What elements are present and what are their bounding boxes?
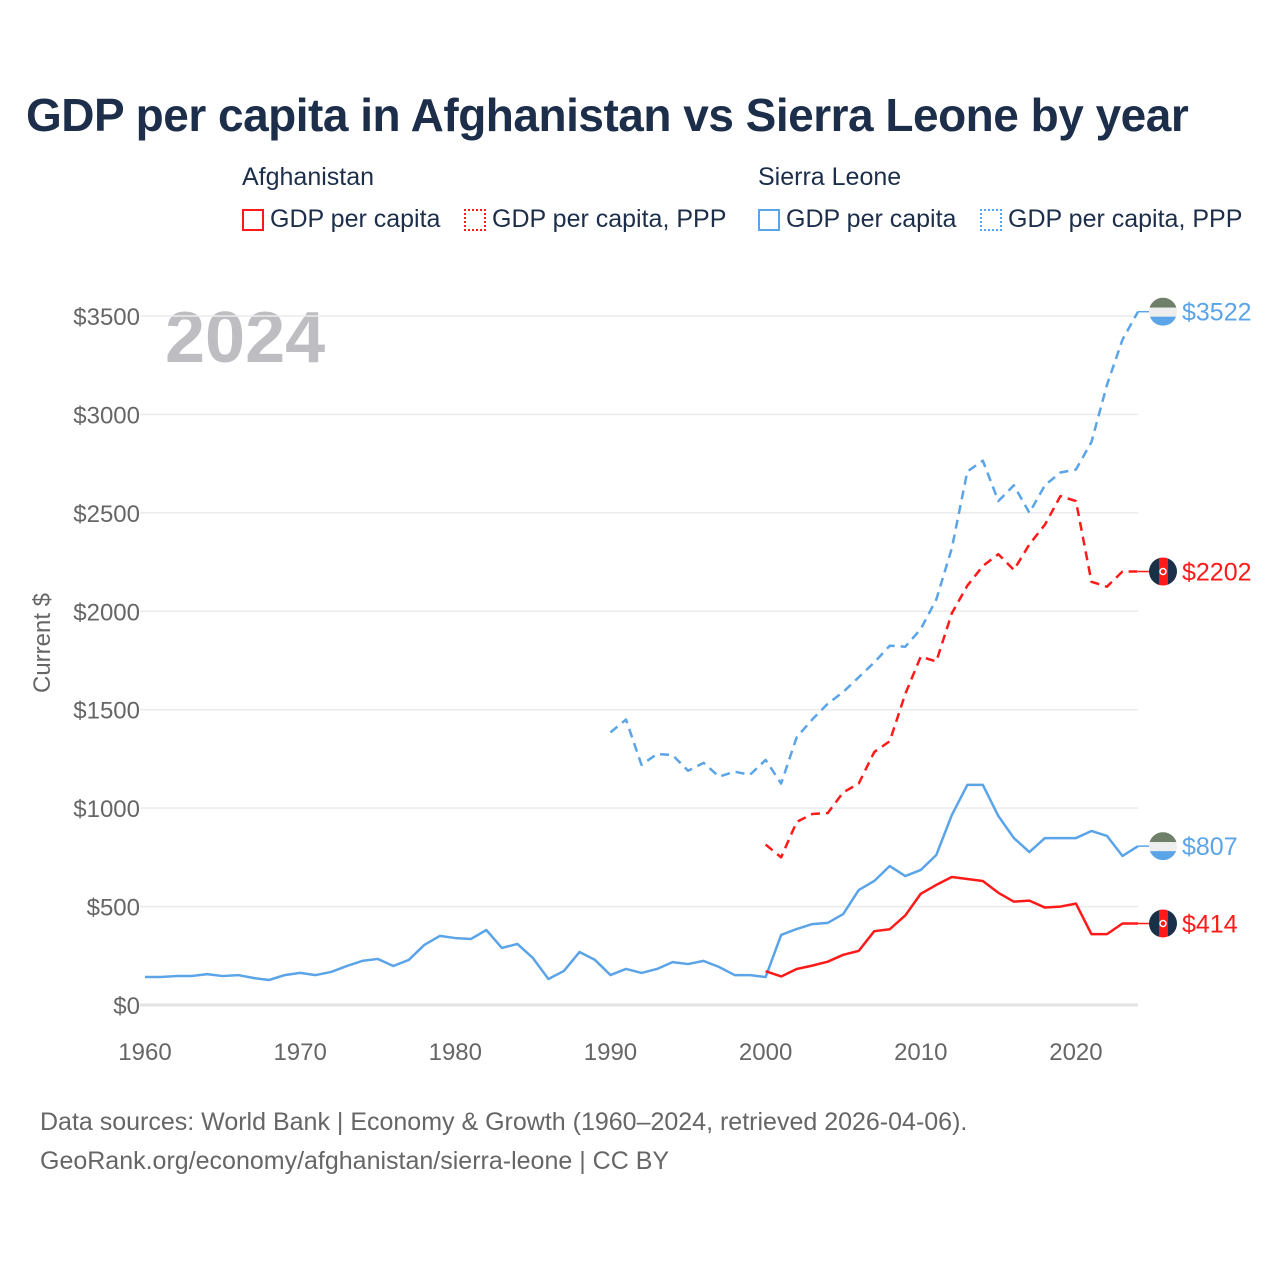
flag-stripe-red [1159, 909, 1168, 938]
y-tick-label: $1000 [73, 796, 140, 823]
y-tick-label: $500 [87, 895, 140, 922]
x-tick-label: 1970 [273, 1039, 326, 1066]
flag-emblem [1159, 567, 1167, 576]
flag-stripe-white [1149, 842, 1177, 852]
x-tick-label: 1960 [118, 1039, 171, 1066]
end-value-label: $414 [1182, 911, 1238, 939]
legend-label: GDP per capita, PPP [1008, 205, 1243, 233]
y-tick-label: $3000 [73, 402, 140, 429]
legend-label: GDP per capita, PPP [492, 205, 727, 233]
flag-stripe-dark [1168, 909, 1177, 938]
legend-swatch-icon [758, 208, 780, 231]
x-tick-label: 2010 [894, 1039, 947, 1066]
sierra-leone-flag-icon [1149, 832, 1177, 861]
series-line-afghanistan-gdp-per-capita-ppp [764, 494, 1138, 859]
afghanistan-flag-icon [1149, 909, 1177, 938]
flag-stripe-red [1159, 557, 1168, 586]
series-line-sierra-leone-gdp-per-capita-ppp [609, 311, 1140, 785]
flag-stripe-green [1149, 832, 1177, 843]
flag-stripe-dark [1149, 557, 1159, 586]
afghanistan-flag-icon [1149, 557, 1177, 586]
legend-swatch-icon [980, 208, 1002, 231]
legend-afghanistan-gdp[interactable]: GDP per capita [242, 205, 440, 234]
flag-stripe-green [1149, 297, 1177, 308]
legend-label: GDP per capita [786, 205, 957, 233]
series-line-afghanistan-gdp-per-capita [765, 875, 1138, 978]
footer-sources: Data sources: World Bank | Economy & Gro… [40, 1108, 968, 1136]
footer-link[interactable]: GeoRank.org/economy/afghanistan/sierra-l… [40, 1147, 670, 1175]
legend-sierra-leone-gdp-ppp[interactable]: GDP per capita, PPP [980, 205, 1242, 234]
end-value-label: $2202 [1182, 559, 1252, 587]
flag-stripe-white [1149, 307, 1177, 317]
end-value-label: $807 [1182, 833, 1238, 861]
y-tick-label: $3500 [73, 304, 140, 331]
year-watermark: 2024 [165, 298, 325, 378]
x-tick-label: 1980 [429, 1039, 482, 1066]
flag-stripe-blue [1149, 851, 1177, 861]
x-tick-label: 2000 [739, 1039, 792, 1066]
legend-afghanistan-gdp-ppp[interactable]: GDP per capita, PPP [464, 205, 726, 234]
y-tick-label: $0 [113, 993, 140, 1020]
legend-group-sierra-leone: Sierra Leone [758, 163, 902, 191]
y-axis-label: Current $ [29, 593, 56, 693]
legend-group-afghanistan: Afghanistan [242, 163, 375, 191]
series-line-sierra-leone-gdp-per-capita [145, 783, 1139, 982]
chart-title: GDP per capita in Afghanistan vs Sierra … [26, 89, 1189, 141]
x-tick-label: 2020 [1049, 1039, 1102, 1066]
flag-stripe-blue [1149, 316, 1177, 326]
sierra-leone-flag-icon [1149, 297, 1177, 326]
legend-swatch-icon [464, 208, 486, 231]
flag-stripe-dark [1149, 909, 1159, 938]
flag-stripe-dark [1168, 557, 1177, 586]
y-tick-label: $2000 [73, 599, 140, 626]
y-tick-label: $1500 [73, 698, 140, 725]
flag-emblem [1159, 919, 1167, 928]
legend-label: GDP per capita [270, 205, 441, 233]
legend-swatch-icon [242, 208, 264, 231]
y-tick-label: $2500 [73, 501, 140, 528]
x-tick-label: 1990 [584, 1039, 637, 1066]
end-value-label: $3522 [1182, 299, 1252, 327]
legend-sierra-leone-gdp[interactable]: GDP per capita [758, 205, 956, 234]
